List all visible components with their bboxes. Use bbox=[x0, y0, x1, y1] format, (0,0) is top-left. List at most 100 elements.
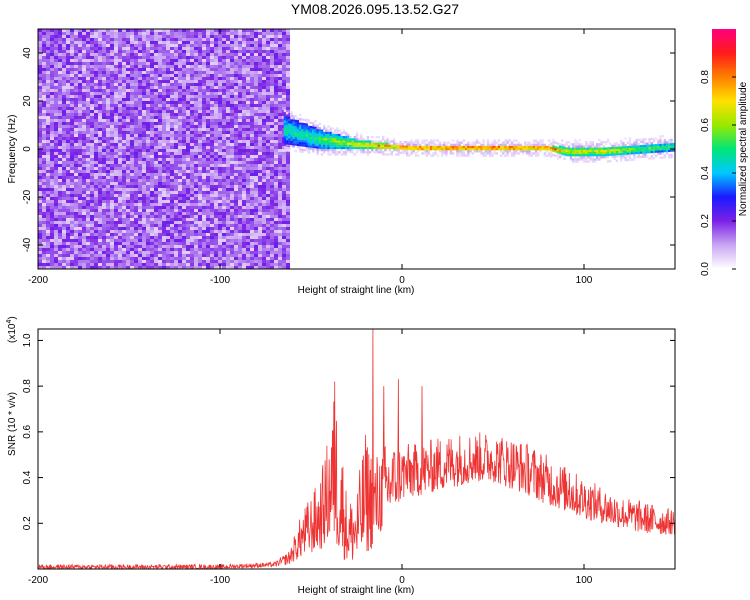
noise-cell bbox=[90, 182, 94, 185]
noise-cell bbox=[126, 32, 130, 35]
noise-cell bbox=[274, 158, 278, 161]
noise-cell bbox=[266, 119, 270, 122]
noise-cell bbox=[146, 77, 150, 80]
noise-cell bbox=[234, 80, 238, 83]
noise-cell bbox=[150, 182, 154, 185]
noise-cell bbox=[122, 224, 126, 227]
noise-cell bbox=[54, 110, 58, 113]
noise-cell bbox=[158, 158, 162, 161]
noise-cell bbox=[62, 38, 66, 41]
noise-cell bbox=[114, 131, 118, 134]
noise-cell bbox=[258, 266, 262, 269]
noise-cell bbox=[110, 50, 114, 53]
noise-cell bbox=[74, 224, 78, 227]
noise-cell bbox=[282, 104, 286, 107]
noise-cell bbox=[178, 83, 182, 86]
noise-cell bbox=[158, 179, 162, 182]
noise-cell bbox=[250, 68, 254, 71]
noise-cell bbox=[282, 257, 286, 260]
noise-cell bbox=[66, 110, 70, 113]
noise-cell bbox=[226, 68, 230, 71]
noise-cell bbox=[122, 176, 126, 179]
noise-cell bbox=[130, 176, 134, 179]
noise-cell bbox=[214, 122, 218, 125]
noise-cell bbox=[130, 248, 134, 251]
noise-cell bbox=[238, 242, 242, 245]
noise-cell bbox=[118, 50, 122, 53]
noise-cell bbox=[274, 167, 278, 170]
noise-cell bbox=[170, 266, 174, 269]
noise-cell bbox=[214, 170, 218, 173]
noise-cell bbox=[46, 182, 50, 185]
noise-cell bbox=[238, 107, 242, 110]
noise-cell bbox=[154, 176, 158, 179]
noise-cell bbox=[86, 191, 90, 194]
noise-cell bbox=[138, 146, 142, 149]
noise-cell bbox=[158, 29, 162, 32]
noise-cell bbox=[122, 98, 126, 101]
noise-cell bbox=[234, 146, 238, 149]
noise-cell bbox=[90, 248, 94, 251]
noise-cell bbox=[86, 149, 90, 152]
noise-cell bbox=[282, 143, 286, 146]
noise-cell bbox=[50, 197, 54, 200]
noise-cell bbox=[202, 197, 206, 200]
noise-cell bbox=[130, 41, 134, 44]
noise-cell bbox=[82, 176, 86, 179]
noise-cell bbox=[110, 44, 114, 47]
noise-cell bbox=[110, 173, 114, 176]
noise-cell bbox=[194, 116, 198, 119]
noise-cell bbox=[202, 245, 206, 248]
noise-cell bbox=[158, 167, 162, 170]
noise-cell bbox=[106, 74, 110, 77]
noise-cell bbox=[178, 35, 182, 38]
noise-cell bbox=[70, 35, 74, 38]
noise-cell bbox=[266, 239, 270, 242]
noise-cell bbox=[258, 230, 262, 233]
noise-cell bbox=[74, 263, 78, 266]
noise-cell bbox=[242, 224, 246, 227]
noise-cell bbox=[174, 260, 178, 263]
noise-cell bbox=[50, 182, 54, 185]
noise-cell bbox=[70, 218, 74, 221]
noise-cell bbox=[46, 236, 50, 239]
noise-cell bbox=[150, 218, 154, 221]
noise-cell bbox=[86, 32, 90, 35]
noise-cell bbox=[246, 53, 250, 56]
noise-cell bbox=[282, 254, 286, 257]
noise-cell bbox=[166, 236, 170, 239]
noise-cell bbox=[250, 119, 254, 122]
noise-cell bbox=[222, 86, 226, 89]
noise-cell bbox=[74, 149, 78, 152]
noise-cell bbox=[202, 215, 206, 218]
noise-cell bbox=[118, 209, 122, 212]
noise-cell bbox=[146, 263, 150, 266]
noise-cell bbox=[130, 257, 134, 260]
noise-cell bbox=[278, 215, 282, 218]
noise-cell bbox=[46, 41, 50, 44]
noise-cell bbox=[186, 236, 190, 239]
noise-cell bbox=[126, 44, 130, 47]
noise-cell bbox=[58, 173, 62, 176]
noise-cell bbox=[130, 227, 134, 230]
noise-cell bbox=[166, 95, 170, 98]
noise-cell bbox=[70, 71, 74, 74]
noise-cell bbox=[266, 47, 270, 50]
noise-cell bbox=[238, 209, 242, 212]
noise-cell bbox=[58, 218, 62, 221]
noise-cell bbox=[170, 35, 174, 38]
noise-cell bbox=[210, 230, 214, 233]
noise-cell bbox=[286, 29, 290, 32]
noise-cell bbox=[150, 41, 154, 44]
noise-cell bbox=[50, 65, 54, 68]
noise-cell bbox=[254, 242, 258, 245]
noise-cell bbox=[110, 257, 114, 260]
noise-cell bbox=[262, 137, 266, 140]
noise-cell bbox=[270, 230, 274, 233]
noise-cell bbox=[94, 245, 98, 248]
noise-cell bbox=[186, 134, 190, 137]
noise-cell bbox=[170, 260, 174, 263]
noise-cell bbox=[170, 170, 174, 173]
noise-cell bbox=[74, 245, 78, 248]
noise-cell bbox=[42, 179, 46, 182]
